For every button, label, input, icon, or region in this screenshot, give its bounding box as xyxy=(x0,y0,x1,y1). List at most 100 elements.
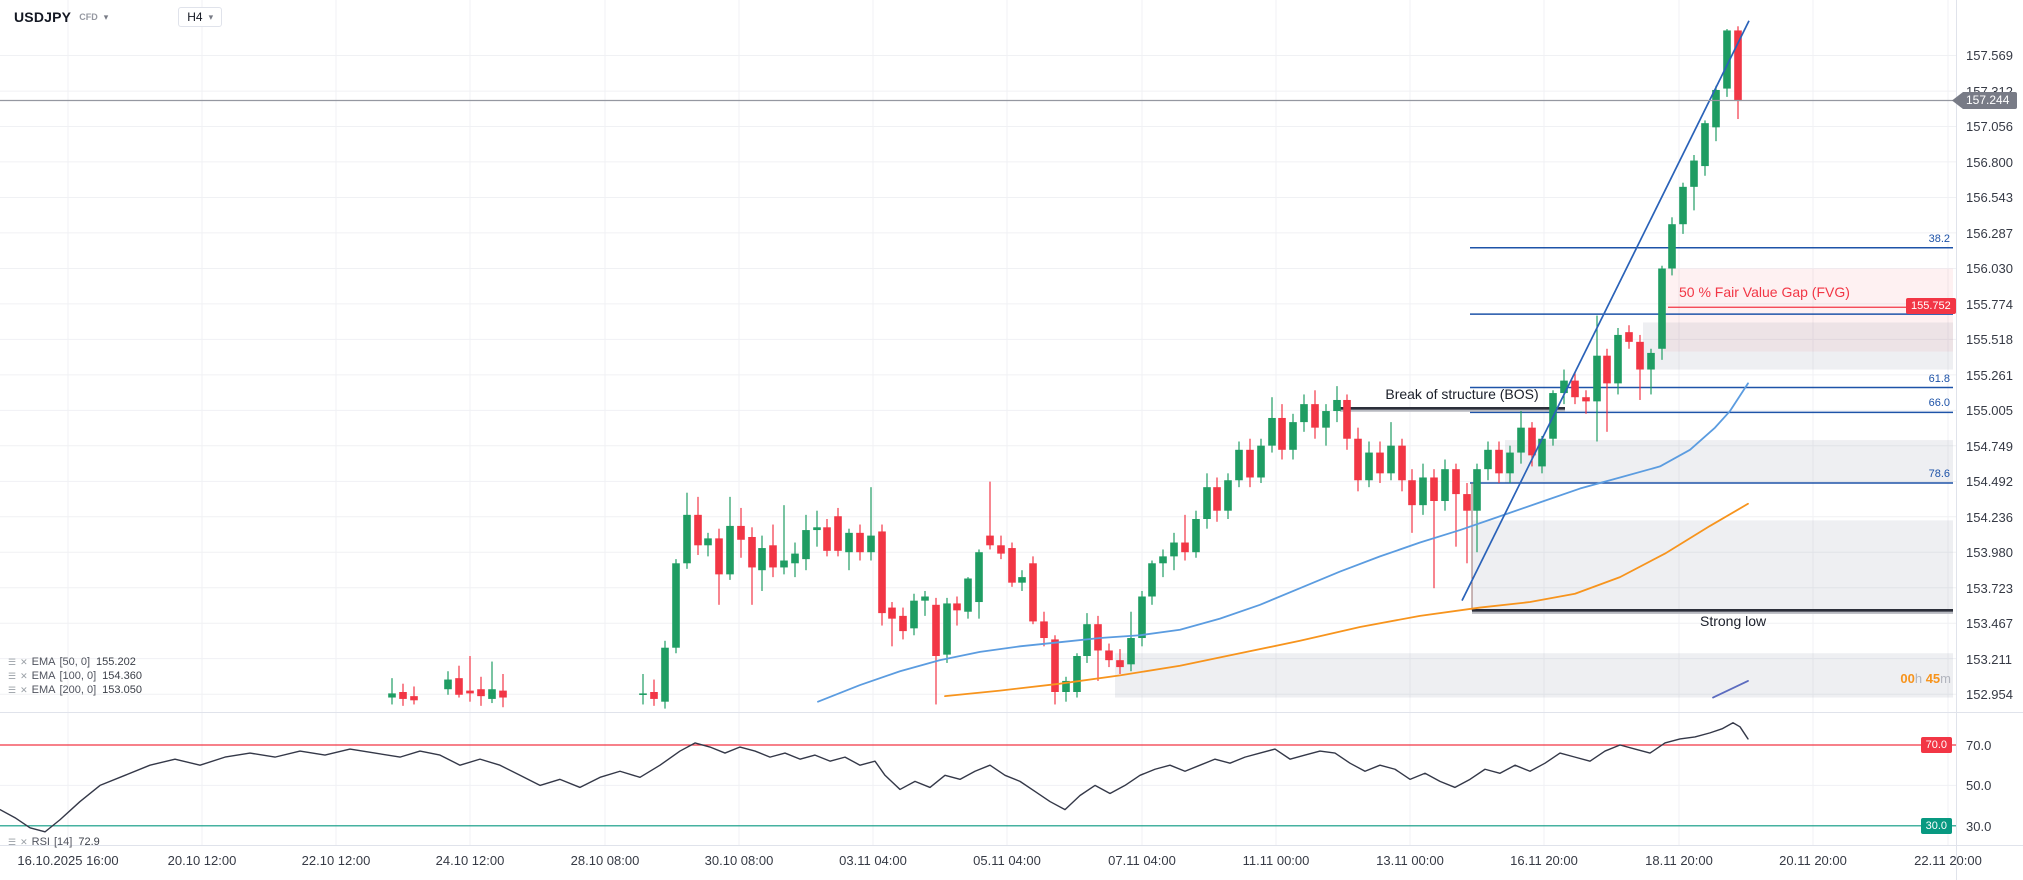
strong-low-label[interactable]: Strong low xyxy=(1700,613,1767,629)
candle-body xyxy=(1343,399,1351,439)
candle-body xyxy=(1116,660,1124,668)
ema200-params: [200, 0] xyxy=(59,684,97,696)
price-axis-label: 157.056 xyxy=(1966,119,2013,135)
candle-body xyxy=(1018,577,1026,583)
candle-body xyxy=(650,692,658,699)
pane-separator[interactable] xyxy=(0,712,2023,713)
candle-body xyxy=(499,690,507,698)
candle-body xyxy=(1127,638,1135,665)
fib-level-label: 38.2 xyxy=(1928,232,1950,245)
candle-body xyxy=(1473,469,1481,511)
time-axis-label: 20.10 12:00 xyxy=(167,853,237,868)
ema50-legend[interactable]: ☰ ✕ EMA [50, 0] 155.202 xyxy=(8,656,136,668)
candle-body xyxy=(1528,427,1536,456)
candle-body xyxy=(964,578,972,612)
settings-icon[interactable]: ☰ xyxy=(8,836,17,847)
time-axis-label: 24.10 12:00 xyxy=(435,853,505,868)
ema100-legend[interactable]: ☰ ✕ EMA [100, 0] 154.360 xyxy=(8,670,142,682)
candle-body xyxy=(399,692,407,699)
candle-body xyxy=(1506,452,1514,474)
candle-body xyxy=(1614,334,1622,384)
candle-body xyxy=(388,693,396,698)
candle-body xyxy=(932,604,940,657)
candle-body xyxy=(1289,422,1297,450)
candle-body xyxy=(1181,542,1189,553)
close-icon[interactable]: ✕ xyxy=(20,684,28,695)
fvg-gray-zone[interactable] xyxy=(1643,322,1953,370)
fvg-zone[interactable] xyxy=(1664,268,1953,352)
candle-body xyxy=(1560,380,1568,394)
mid-zone[interactable] xyxy=(1505,440,1953,484)
time-axis-label: 03.11 04:00 xyxy=(839,853,907,868)
candle-body xyxy=(1419,477,1427,506)
price-axis-label: 153.467 xyxy=(1966,616,2013,632)
candle-body xyxy=(1300,404,1308,423)
ema200-legend[interactable]: ☰ ✕ EMA [200, 0] 153.050 xyxy=(8,684,142,696)
candle-body xyxy=(1690,160,1698,187)
ema100-params: [100, 0] xyxy=(59,670,97,682)
bottom-zone[interactable] xyxy=(1115,653,1953,698)
ema100-value: 154.360 xyxy=(102,670,142,682)
instrument-type-label: CFD xyxy=(79,12,98,22)
candle-body xyxy=(1051,639,1059,692)
candle-body xyxy=(834,516,842,551)
settings-icon[interactable]: ☰ xyxy=(8,684,17,695)
rsi-legend[interactable]: ☰ ✕ RSI [14] 72.9 xyxy=(8,836,100,848)
candle-body xyxy=(1647,352,1655,370)
price-axis-label: 155.261 xyxy=(1966,367,2013,383)
candle-countdown: 00h 45m xyxy=(1900,671,1951,686)
candle-body xyxy=(737,525,745,540)
price-axis-label: 152.954 xyxy=(1966,687,2013,703)
price-axis-label: 154.236 xyxy=(1966,509,2013,525)
ema100-line xyxy=(944,502,1749,698)
candle-body xyxy=(802,530,810,560)
bos-label[interactable]: Break of structure (BOS) xyxy=(1385,386,1539,402)
trendline[interactable] xyxy=(1461,20,1750,602)
candle-body xyxy=(910,600,918,629)
time-axis-label: 05.11 04:00 xyxy=(973,853,1041,868)
close-icon[interactable]: ✕ xyxy=(20,670,28,681)
candle-body xyxy=(1441,469,1449,502)
price-axis-label: 155.005 xyxy=(1966,403,2013,419)
candle-body xyxy=(1636,341,1644,370)
timeframe-dropdown[interactable]: H4 ▾ xyxy=(178,7,223,27)
symbol-name[interactable]: USDJPY xyxy=(14,9,72,25)
fib-level-label: 66.0 xyxy=(1928,397,1950,410)
candle-body xyxy=(1668,224,1676,269)
candle-body xyxy=(672,563,680,648)
candle-body xyxy=(1148,563,1156,597)
fib-level-label: 61.8 xyxy=(1928,372,1950,385)
candle-body xyxy=(1213,487,1221,511)
candle-body xyxy=(1408,480,1416,506)
close-icon[interactable]: ✕ xyxy=(20,836,28,847)
time-axis-label: 18.11 20:00 xyxy=(1645,853,1713,868)
rsi-axis-label: 70.0 xyxy=(1966,738,1992,753)
time-axis-label: 22.11 20:00 xyxy=(1914,853,1982,868)
candle-body xyxy=(1679,186,1687,225)
candle-body xyxy=(953,603,961,611)
chart-area[interactable] xyxy=(0,0,1956,845)
fvg-label[interactable]: 50 % Fair Value Gap (FVG) xyxy=(1679,284,1850,300)
candle-body xyxy=(1658,268,1666,349)
settings-icon[interactable]: ☰ xyxy=(8,656,17,667)
time-axis-label: 11.11 00:00 xyxy=(1242,853,1310,868)
candle-body xyxy=(1625,332,1633,342)
candle-body xyxy=(1224,480,1232,511)
candle-body xyxy=(899,615,907,632)
chevron-down-icon[interactable]: ▾ xyxy=(103,11,109,22)
time-axis-label: 22.10 12:00 xyxy=(301,853,371,868)
candle-body xyxy=(986,535,994,546)
candle-body xyxy=(1138,596,1146,639)
rsi-axis-label: 50.0 xyxy=(1966,778,1992,794)
rsi-line xyxy=(0,722,1749,833)
ema200-value: 153.050 xyxy=(102,684,142,696)
candle-body xyxy=(683,514,691,564)
candle-body xyxy=(997,545,1005,554)
low-zone[interactable] xyxy=(1472,520,1953,611)
price-axis-label: 153.211 xyxy=(1966,651,2013,667)
settings-icon[interactable]: ☰ xyxy=(8,670,17,681)
close-icon[interactable]: ✕ xyxy=(20,656,28,667)
chevron-down-icon: ▾ xyxy=(208,11,214,22)
ema200-line xyxy=(1712,680,1749,699)
candle-body xyxy=(1398,445,1406,481)
